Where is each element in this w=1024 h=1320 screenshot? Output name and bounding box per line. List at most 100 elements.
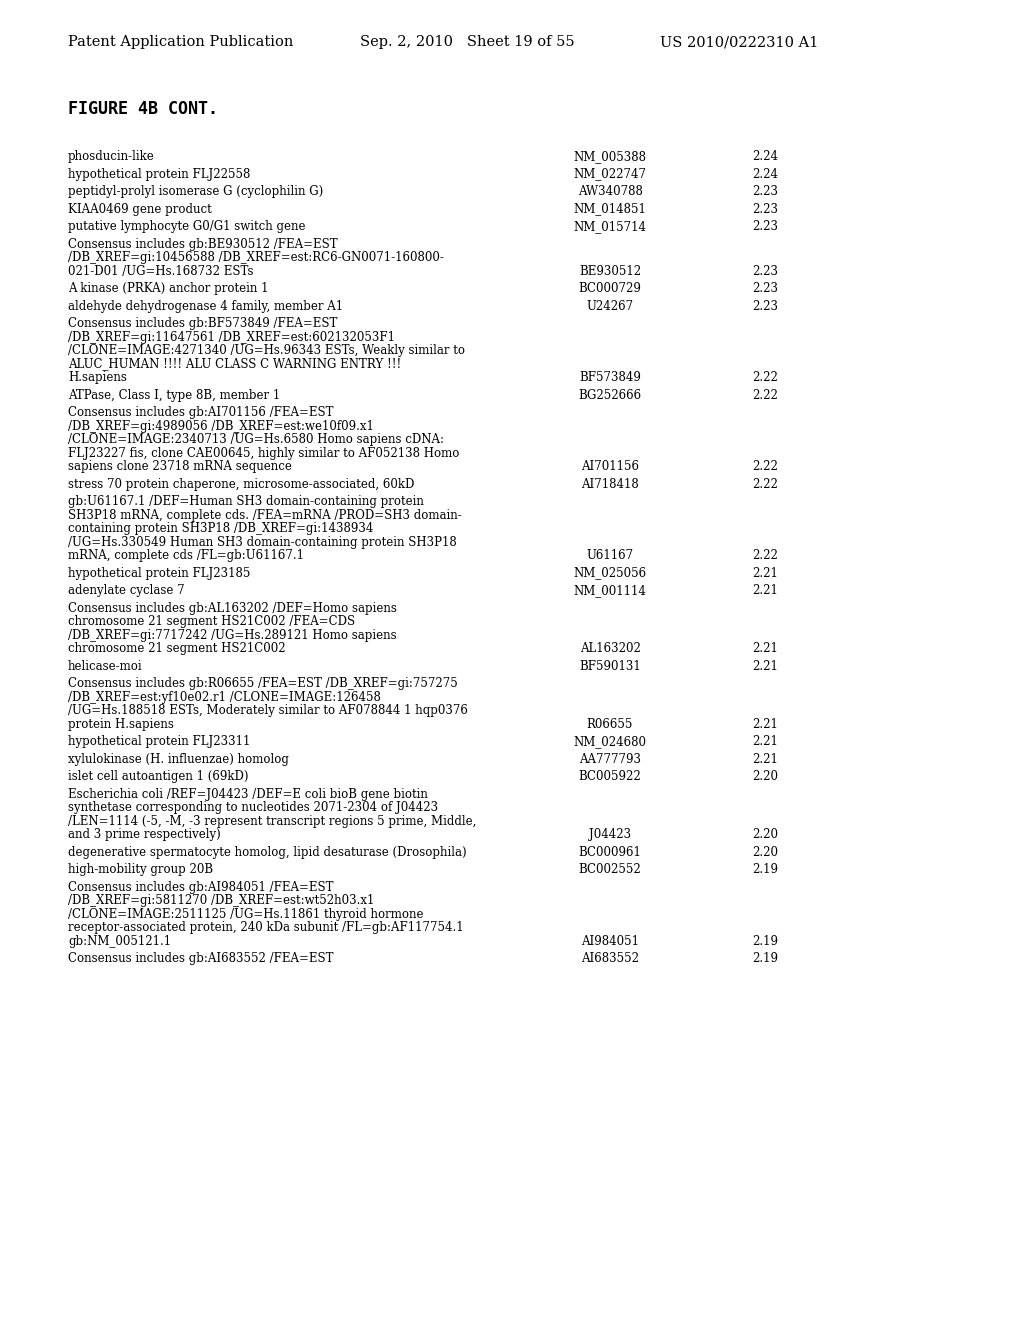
Text: 2.21: 2.21 bbox=[752, 752, 778, 766]
Text: FLJ23227 fis, clone CAE00645, highly similar to AF052138 Homo: FLJ23227 fis, clone CAE00645, highly sim… bbox=[68, 446, 460, 459]
Text: AL163202: AL163202 bbox=[580, 642, 640, 655]
Text: J04423: J04423 bbox=[589, 828, 631, 841]
Text: /UG=Hs.330549 Human SH3 domain-containing protein SH3P18: /UG=Hs.330549 Human SH3 domain-containin… bbox=[68, 536, 457, 549]
Text: putative lymphocyte G0/G1 switch gene: putative lymphocyte G0/G1 switch gene bbox=[68, 220, 305, 234]
Text: NM_015714: NM_015714 bbox=[573, 220, 646, 234]
Text: gb:NM_005121.1: gb:NM_005121.1 bbox=[68, 935, 171, 948]
Text: high-mobility group 20B: high-mobility group 20B bbox=[68, 863, 213, 876]
Text: H.sapiens: H.sapiens bbox=[68, 371, 127, 384]
Text: KIAA0469 gene product: KIAA0469 gene product bbox=[68, 202, 212, 215]
Text: AI683552: AI683552 bbox=[581, 952, 639, 965]
Text: 2.23: 2.23 bbox=[752, 220, 778, 234]
Text: Patent Application Publication: Patent Application Publication bbox=[68, 36, 293, 49]
Text: 2.21: 2.21 bbox=[752, 566, 778, 579]
Text: U61167: U61167 bbox=[587, 549, 634, 562]
Text: 2.21: 2.21 bbox=[752, 735, 778, 748]
Text: BF573849: BF573849 bbox=[579, 371, 641, 384]
Text: hypothetical protein FLJ22558: hypothetical protein FLJ22558 bbox=[68, 168, 251, 181]
Text: 2.21: 2.21 bbox=[752, 660, 778, 672]
Text: 2.19: 2.19 bbox=[752, 863, 778, 876]
Text: Consensus includes gb:AI683552 /FEA=EST: Consensus includes gb:AI683552 /FEA=EST bbox=[68, 952, 334, 965]
Text: peptidyl-prolyl isomerase G (cyclophilin G): peptidyl-prolyl isomerase G (cyclophilin… bbox=[68, 185, 324, 198]
Text: Consensus includes gb:AI984051 /FEA=EST: Consensus includes gb:AI984051 /FEA=EST bbox=[68, 880, 334, 894]
Text: 2.22: 2.22 bbox=[752, 478, 778, 491]
Text: AI701156: AI701156 bbox=[581, 459, 639, 473]
Text: /UG=Hs.188518 ESTs, Moderately similar to AF078844 1 hqp0376: /UG=Hs.188518 ESTs, Moderately similar t… bbox=[68, 704, 468, 717]
Text: BC000961: BC000961 bbox=[579, 846, 641, 858]
Text: 2.23: 2.23 bbox=[752, 202, 778, 215]
Text: 2.21: 2.21 bbox=[752, 718, 778, 730]
Text: 2.23: 2.23 bbox=[752, 300, 778, 313]
Text: receptor-associated protein, 240 kDa subunit /FL=gb:AF117754.1: receptor-associated protein, 240 kDa sub… bbox=[68, 921, 464, 935]
Text: hypothetical protein FLJ23311: hypothetical protein FLJ23311 bbox=[68, 735, 251, 748]
Text: NM_001114: NM_001114 bbox=[573, 583, 646, 597]
Text: /CLONE=IMAGE:4271340 /UG=Hs.96343 ESTs, Weakly similar to: /CLONE=IMAGE:4271340 /UG=Hs.96343 ESTs, … bbox=[68, 345, 465, 356]
Text: AI984051: AI984051 bbox=[581, 935, 639, 948]
Text: BC005922: BC005922 bbox=[579, 770, 641, 783]
Text: degenerative spermatocyte homolog, lipid desaturase (Drosophila): degenerative spermatocyte homolog, lipid… bbox=[68, 846, 467, 858]
Text: A kinase (PRKA) anchor protein 1: A kinase (PRKA) anchor protein 1 bbox=[68, 282, 268, 294]
Text: and 3 prime respectively): and 3 prime respectively) bbox=[68, 828, 221, 841]
Text: islet cell autoantigen 1 (69kD): islet cell autoantigen 1 (69kD) bbox=[68, 770, 249, 783]
Text: /DB_XREF=gi:7717242 /UG=Hs.289121 Homo sapiens: /DB_XREF=gi:7717242 /UG=Hs.289121 Homo s… bbox=[68, 628, 396, 642]
Text: 2.20: 2.20 bbox=[752, 828, 778, 841]
Text: 2.23: 2.23 bbox=[752, 185, 778, 198]
Text: ALUC_HUMAN !!!! ALU CLASS C WARNING ENTRY !!!: ALUC_HUMAN !!!! ALU CLASS C WARNING ENTR… bbox=[68, 358, 401, 371]
Text: helicase-moi: helicase-moi bbox=[68, 660, 142, 672]
Text: /CLONE=IMAGE:2340713 /UG=Hs.6580 Homo sapiens cDNA:: /CLONE=IMAGE:2340713 /UG=Hs.6580 Homo sa… bbox=[68, 433, 444, 446]
Text: phosducin-like: phosducin-like bbox=[68, 150, 155, 162]
Text: adenylate cyclase 7: adenylate cyclase 7 bbox=[68, 583, 184, 597]
Text: 2.24: 2.24 bbox=[752, 168, 778, 181]
Text: 2.21: 2.21 bbox=[752, 583, 778, 597]
Text: containing protein SH3P18 /DB_XREF=gi:1438934: containing protein SH3P18 /DB_XREF=gi:14… bbox=[68, 521, 374, 535]
Text: NM_005388: NM_005388 bbox=[573, 150, 646, 162]
Text: NM_024680: NM_024680 bbox=[573, 735, 646, 748]
Text: mRNA, complete cds /FL=gb:U61167.1: mRNA, complete cds /FL=gb:U61167.1 bbox=[68, 549, 304, 562]
Text: US 2010/0222310 A1: US 2010/0222310 A1 bbox=[660, 36, 818, 49]
Text: BE930512: BE930512 bbox=[579, 264, 641, 277]
Text: chromosome 21 segment HS21C002 /FEA=CDS: chromosome 21 segment HS21C002 /FEA=CDS bbox=[68, 615, 355, 628]
Text: protein H.sapiens: protein H.sapiens bbox=[68, 718, 174, 730]
Text: /DB_XREF=gi:5811270 /DB_XREF=est:wt52h03.x1: /DB_XREF=gi:5811270 /DB_XREF=est:wt52h03… bbox=[68, 894, 375, 907]
Text: chromosome 21 segment HS21C002: chromosome 21 segment HS21C002 bbox=[68, 642, 286, 655]
Text: AI718418: AI718418 bbox=[582, 478, 639, 491]
Text: 2.23: 2.23 bbox=[752, 264, 778, 277]
Text: Consensus includes gb:AI701156 /FEA=EST: Consensus includes gb:AI701156 /FEA=EST bbox=[68, 407, 334, 418]
Text: stress 70 protein chaperone, microsome-associated, 60kD: stress 70 protein chaperone, microsome-a… bbox=[68, 478, 415, 491]
Text: NM_022747: NM_022747 bbox=[573, 168, 646, 181]
Text: /LEN=1114 (-5, -M, -3 represent transcript regions 5 prime, Middle,: /LEN=1114 (-5, -M, -3 represent transcri… bbox=[68, 814, 476, 828]
Text: 2.22: 2.22 bbox=[752, 371, 778, 384]
Text: Consensus includes gb:R06655 /FEA=EST /DB_XREF=gi:757275: Consensus includes gb:R06655 /FEA=EST /D… bbox=[68, 677, 458, 690]
Text: ATPase, Class I, type 8B, member 1: ATPase, Class I, type 8B, member 1 bbox=[68, 388, 281, 401]
Text: Consensus includes gb:BF573849 /FEA=EST: Consensus includes gb:BF573849 /FEA=EST bbox=[68, 317, 337, 330]
Text: 2.21: 2.21 bbox=[752, 642, 778, 655]
Text: BF590131: BF590131 bbox=[580, 660, 641, 672]
Text: Sep. 2, 2010   Sheet 19 of 55: Sep. 2, 2010 Sheet 19 of 55 bbox=[360, 36, 574, 49]
Text: 2.22: 2.22 bbox=[752, 459, 778, 473]
Text: 021-D01 /UG=Hs.168732 ESTs: 021-D01 /UG=Hs.168732 ESTs bbox=[68, 264, 254, 277]
Text: 2.20: 2.20 bbox=[752, 770, 778, 783]
Text: 2.22: 2.22 bbox=[752, 388, 778, 401]
Text: AW340788: AW340788 bbox=[578, 185, 642, 198]
Text: NM_014851: NM_014851 bbox=[573, 202, 646, 215]
Text: BC002552: BC002552 bbox=[579, 863, 641, 876]
Text: /DB_XREF=gi:10456588 /DB_XREF=est:RC6-GN0071-160800-: /DB_XREF=gi:10456588 /DB_XREF=est:RC6-GN… bbox=[68, 251, 443, 264]
Text: AA777793: AA777793 bbox=[579, 752, 641, 766]
Text: Escherichia coli /REF=J04423 /DEF=E coli bioB gene biotin: Escherichia coli /REF=J04423 /DEF=E coli… bbox=[68, 788, 428, 800]
Text: BC000729: BC000729 bbox=[579, 282, 641, 294]
Text: hypothetical protein FLJ23185: hypothetical protein FLJ23185 bbox=[68, 566, 251, 579]
Text: Consensus includes gb:AL163202 /DEF=Homo sapiens: Consensus includes gb:AL163202 /DEF=Homo… bbox=[68, 602, 397, 615]
Text: 2.19: 2.19 bbox=[752, 952, 778, 965]
Text: Consensus includes gb:BE930512 /FEA=EST: Consensus includes gb:BE930512 /FEA=EST bbox=[68, 238, 338, 251]
Text: R06655: R06655 bbox=[587, 718, 633, 730]
Text: U24267: U24267 bbox=[587, 300, 634, 313]
Text: gb:U61167.1 /DEF=Human SH3 domain-containing protein: gb:U61167.1 /DEF=Human SH3 domain-contai… bbox=[68, 495, 424, 508]
Text: NM_025056: NM_025056 bbox=[573, 566, 646, 579]
Text: 2.24: 2.24 bbox=[752, 150, 778, 162]
Text: BG252666: BG252666 bbox=[579, 388, 642, 401]
Text: /DB_XREF=gi:4989056 /DB_XREF=est:we10f09.x1: /DB_XREF=gi:4989056 /DB_XREF=est:we10f09… bbox=[68, 420, 374, 433]
Text: /CLONE=IMAGE:2511125 /UG=Hs.11861 thyroid hormone: /CLONE=IMAGE:2511125 /UG=Hs.11861 thyroi… bbox=[68, 908, 424, 920]
Text: FIGURE 4B CONT.: FIGURE 4B CONT. bbox=[68, 100, 218, 117]
Text: SH3P18 mRNA, complete cds. /FEA=mRNA /PROD=SH3 domain-: SH3P18 mRNA, complete cds. /FEA=mRNA /PR… bbox=[68, 508, 462, 521]
Text: synthetase corresponding to nucleotides 2071-2304 of J04423: synthetase corresponding to nucleotides … bbox=[68, 801, 438, 814]
